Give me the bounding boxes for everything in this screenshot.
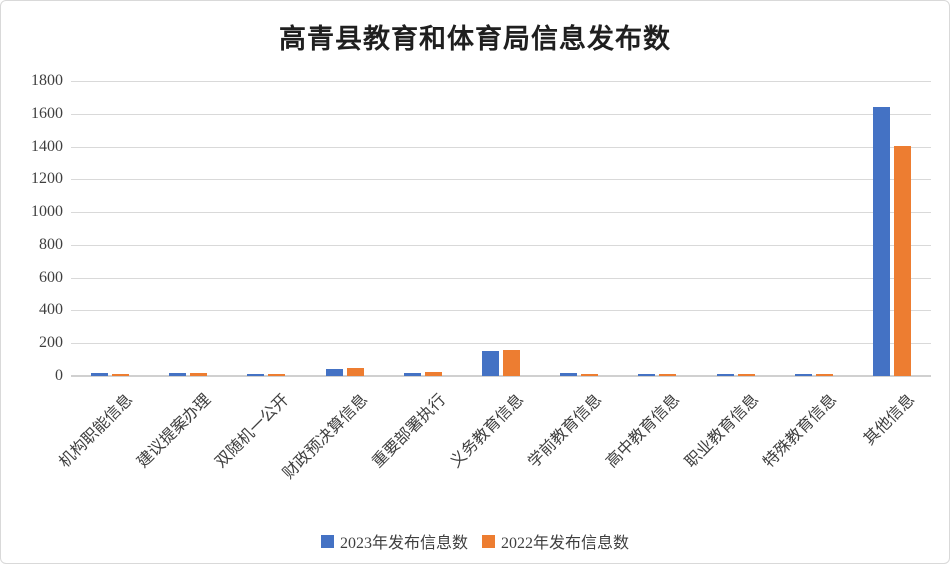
legend: 2023年发布信息数 2022年发布信息数 <box>1 529 949 553</box>
bar-2022年发布信息数-机构职能信息 <box>112 374 130 376</box>
bar-2022年发布信息数-特殊教育信息 <box>815 374 833 376</box>
legend-swatch <box>320 534 334 548</box>
x-axis-category-label: 建议提案办理 <box>134 391 215 472</box>
bar-2023年发布信息数-学前教育信息 <box>560 373 578 376</box>
gridline <box>71 310 931 312</box>
chart-title: 高青县教育和体育局信息发布数 <box>279 24 671 54</box>
bar-2022年发布信息数-财政预决算信息 <box>346 367 364 376</box>
x-axis-category-label: 其他信息 <box>860 391 919 449</box>
bar-2023年发布信息数-双随机一公开 <box>247 374 265 376</box>
bar-2022年发布信息数-学前教育信息 <box>581 374 599 376</box>
y-axis-tick-label: 1800 <box>31 72 63 89</box>
legend-item-2023年发布信息数: 2023年发布信息数 <box>320 529 468 553</box>
legend-swatch <box>482 534 495 548</box>
y-axis-tick-label: 200 <box>39 334 63 352</box>
bar-2023年发布信息数-其他信息 <box>872 107 890 376</box>
y-axis-tick-label: 800 <box>39 235 63 253</box>
legend-label: 2022年发布信息数 <box>501 535 630 552</box>
bar-2022年发布信息数-其他信息 <box>893 145 911 376</box>
x-axis-category-label: 重要部署执行 <box>369 391 450 472</box>
gridline <box>71 81 931 82</box>
x-axis-category-label: 特殊教育信息 <box>760 391 840 472</box>
bar-2023年发布信息数-机构职能信息 <box>91 372 109 376</box>
bar-2023年发布信息数-特殊教育信息 <box>794 373 812 376</box>
bar-2023年发布信息数-重要部署执行 <box>403 372 421 376</box>
y-axis-tick-label: 1600 <box>31 104 63 122</box>
y-axis-tick-label: 1200 <box>31 170 63 188</box>
bar-2023年发布信息数-高中教育信息 <box>638 373 656 376</box>
bar-2023年发布信息数-职业教育信息 <box>716 373 734 376</box>
legend-label: 2023年发布信息数 <box>339 535 468 552</box>
bar-2022年发布信息数-双随机一公开 <box>268 374 286 376</box>
gridline <box>71 277 931 279</box>
x-axis-category-label: 高中教育信息 <box>603 391 684 472</box>
bar-2022年发布信息数-义务教育信息 <box>503 349 520 376</box>
y-axis-tick-label: 600 <box>39 268 63 286</box>
legend-item-2022年发布信息数: 2022年发布信息数 <box>482 529 629 553</box>
x-axis-category-label: 双随机一公开 <box>212 391 293 472</box>
bar-2022年发布信息数-职业教育信息 <box>737 373 755 376</box>
bar-2023年发布信息数-建议提案办理 <box>169 372 187 376</box>
gridline <box>71 343 931 345</box>
x-axis-category-label: 职业教育信息 <box>681 391 762 472</box>
y-axis-tick-label: 1000 <box>31 203 63 221</box>
bar-2022年发布信息数-高中教育信息 <box>659 373 677 376</box>
y-axis-tick-label: 400 <box>39 301 63 319</box>
gridline <box>71 244 931 246</box>
x-axis-category-label: 机构职能信息 <box>56 391 137 472</box>
bar-2023年发布信息数-财政预决算信息 <box>325 368 343 376</box>
bar-2022年发布信息数-重要部署执行 <box>424 372 442 376</box>
bar-2022年发布信息数-建议提案办理 <box>190 373 208 376</box>
gridline <box>71 146 931 148</box>
bar-2023年发布信息数-义务教育信息 <box>482 350 499 376</box>
gridline <box>71 212 931 214</box>
x-axis-line <box>71 375 931 377</box>
x-axis-category-label: 学前教育信息 <box>525 391 606 472</box>
gridline <box>71 179 931 181</box>
gridline <box>71 113 931 115</box>
y-axis-tick-label: 1400 <box>31 137 63 155</box>
y-axis-tick-label: 0 <box>55 367 63 384</box>
x-axis-category-label: 义务教育信息 <box>447 391 528 472</box>
